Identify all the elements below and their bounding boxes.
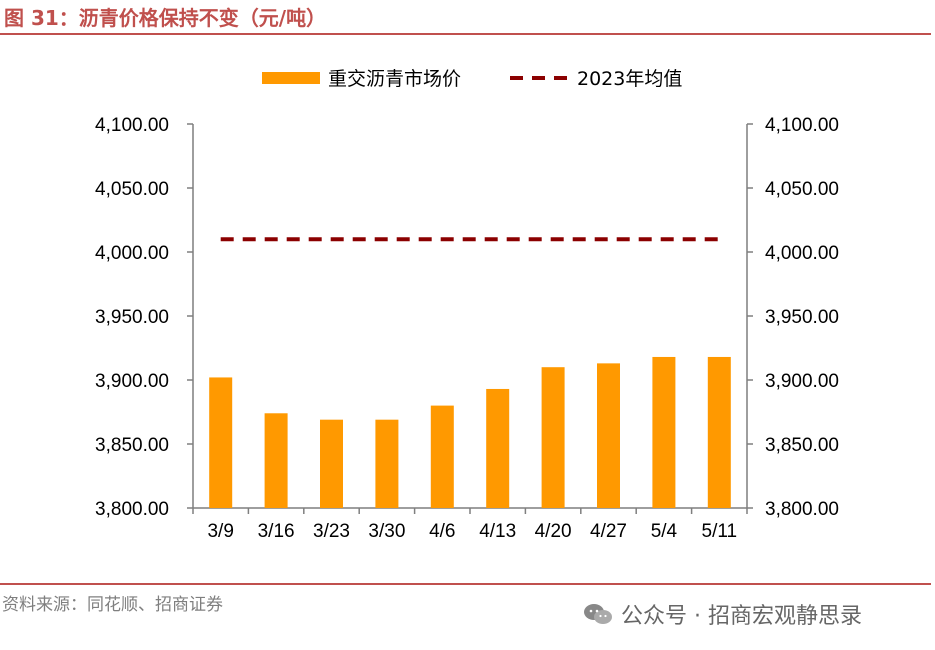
title-rule	[0, 33, 931, 35]
x-tick-label: 3/16	[258, 521, 295, 542]
y-tick-label-right: 4,050.00	[765, 179, 839, 200]
y-tick-label-left: 3,900.00	[95, 371, 169, 392]
legend-label-bar: 重交沥青市场价	[328, 68, 461, 90]
wechat-icon	[584, 604, 612, 624]
x-tick-label: 4/6	[429, 521, 455, 542]
bar	[597, 363, 620, 508]
y-tick-label-left: 3,800.00	[95, 499, 169, 520]
y-tick-label-right: 4,100.00	[765, 115, 839, 136]
x-tick-label: 5/11	[702, 521, 738, 542]
bar	[430, 405, 454, 508]
y-tick-label-right: 4,000.00	[765, 243, 839, 264]
watermark-text: 公众号 · 招商宏观静思录	[621, 604, 862, 629]
y-tick-label-left: 4,100.00	[95, 115, 169, 136]
legend: 重交沥青市场价 2023年均值	[262, 68, 682, 90]
x-tick-label: 3/23	[313, 521, 350, 542]
y-tick-label-right: 3,900.00	[765, 371, 839, 392]
bar	[541, 367, 565, 508]
footer-rule	[0, 583, 931, 585]
y-tick-label-right: 3,950.00	[765, 307, 839, 328]
source-note: 资料来源：同花顺、招商证券	[2, 595, 223, 615]
y-tick-label-right: 3,850.00	[765, 435, 839, 456]
y-tick-label-left: 3,950.00	[95, 307, 169, 328]
x-tick-label: 3/30	[368, 521, 405, 542]
bar	[652, 356, 676, 508]
y-tick-label-left: 3,850.00	[95, 435, 169, 456]
y-tick-label-left: 4,000.00	[95, 243, 169, 264]
x-tick-label: 3/9	[207, 521, 233, 542]
bar	[375, 419, 399, 508]
legend-label-line: 2023年均值	[577, 68, 682, 90]
x-tick-label: 4/27	[590, 521, 627, 542]
bar	[320, 419, 343, 508]
bar-chart: 重交沥青市场价 2023年均值 3,800.00 3,800.00 3,850.00…	[95, 68, 839, 542]
axes: 3,800.00 3,800.00 3,850.00 3,850.00 3,900.00…	[95, 115, 839, 520]
watermark: 公众号 · 招商宏观静思录	[583, 598, 862, 630]
legend-swatch-bar	[262, 72, 320, 84]
y-tick-label-left: 4,050.00	[95, 179, 169, 200]
bar	[486, 388, 510, 508]
bar	[707, 356, 731, 508]
chart-title: 图 31：沥青价格保持不变（元/吨）	[4, 6, 327, 30]
x-axis-labels: 3/9 3/16 3/23 3/30 4/6 4/13 4/20 4/27 5/4 5/11	[207, 521, 737, 542]
x-tick-label: 5/4	[651, 521, 678, 542]
y-tick-label-right: 3,800.00	[765, 499, 839, 520]
x-tick-label: 4/13	[479, 521, 516, 542]
x-tick-label: 4/20	[535, 521, 572, 542]
bar	[209, 377, 233, 508]
bar	[264, 413, 288, 508]
bars	[209, 356, 731, 508]
